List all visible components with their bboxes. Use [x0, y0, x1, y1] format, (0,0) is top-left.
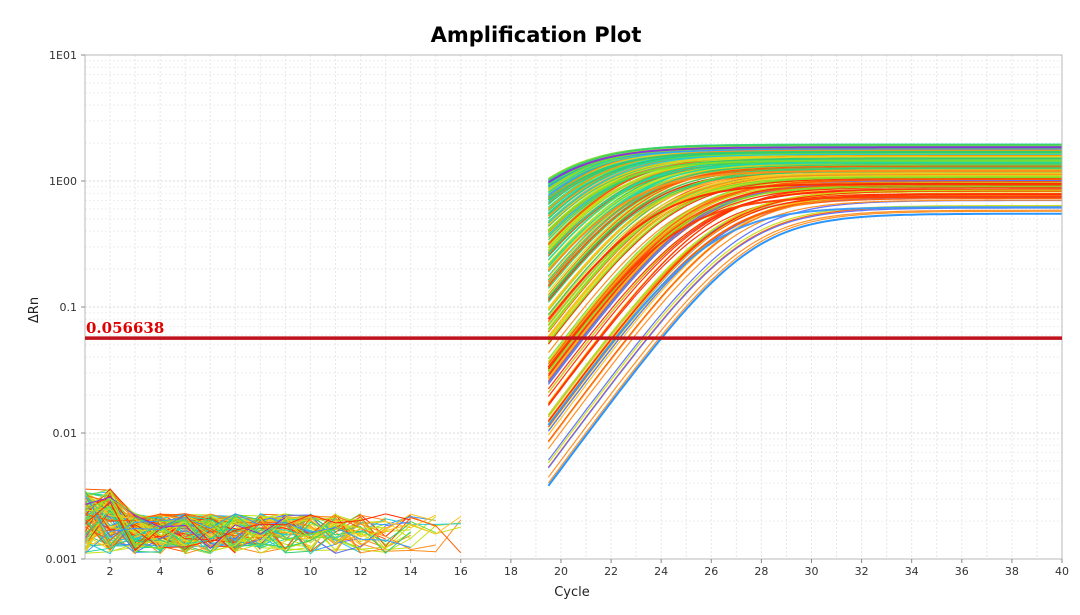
amplification-curve	[547, 165, 1062, 287]
baseline-noise	[84, 490, 286, 554]
baseline-noise	[84, 490, 261, 554]
x-tick-label: 12	[354, 565, 368, 578]
amplification-curve	[547, 159, 1062, 232]
x-tick-label: 38	[1005, 565, 1019, 578]
baseline-noise	[84, 494, 411, 548]
y-tick-label: 0.01	[53, 427, 78, 440]
x-axis-label: Cycle	[554, 585, 590, 600]
amplification-curve	[547, 146, 1062, 184]
amplification-curve	[547, 153, 1062, 224]
x-tick-label: 24	[654, 565, 668, 578]
amplification-curve	[547, 182, 1062, 320]
baseline-noise	[84, 513, 186, 554]
x-tick-label: 34	[905, 565, 919, 578]
amplification-curve	[547, 209, 1062, 478]
amplification-curve	[547, 151, 1062, 202]
x-tick-label: 4	[157, 565, 164, 578]
baseline-noise	[84, 490, 436, 553]
x-tick-label: 10	[303, 565, 317, 578]
amplification-curve	[547, 167, 1062, 298]
x-tick-label: 2	[107, 565, 114, 578]
y-tick-label: 1E00	[49, 175, 77, 188]
amplification-curve	[547, 178, 1062, 345]
chart-title: Amplification Plot	[431, 23, 642, 47]
amplification-curve	[547, 210, 1062, 484]
threshold-label: 0.056638	[86, 319, 164, 337]
baseline-noise	[84, 514, 336, 555]
amplification-curve	[547, 188, 1062, 397]
baseline-noise	[84, 505, 361, 554]
x-tick-label: 40	[1055, 565, 1069, 578]
x-tick-label: 8	[257, 565, 264, 578]
y-axis-ticks: 1E01 1E00 0.1 0.01 0.001	[46, 49, 85, 566]
x-tick-label: 32	[855, 565, 869, 578]
amplification-curve	[547, 193, 1062, 436]
x-tick-label: 28	[754, 565, 768, 578]
x-tick-label: 16	[454, 565, 468, 578]
y-tick-label: 0.001	[46, 553, 78, 566]
y-axis-label: ΔRn	[27, 297, 42, 323]
x-tick-label: 6	[207, 565, 214, 578]
amplification-curve	[547, 190, 1062, 422]
x-tick-label: 22	[604, 565, 618, 578]
amplification-curve	[547, 206, 1062, 426]
amplification-curve	[547, 155, 1062, 226]
x-tick-label: 30	[804, 565, 818, 578]
baseline-noise	[84, 497, 361, 552]
y-tick-label: 0.1	[60, 301, 78, 314]
x-tick-label: 20	[554, 565, 568, 578]
amplification-curve	[548, 144, 1062, 182]
amplification-curve	[547, 212, 1062, 487]
baseline-noise	[84, 501, 411, 552]
amplification-curve	[547, 176, 1062, 343]
amplification-curve	[547, 170, 1062, 272]
amplification-curve	[547, 164, 1062, 281]
curves	[84, 143, 1063, 555]
x-tick-label: 36	[955, 565, 969, 578]
x-tick-label: 26	[704, 565, 718, 578]
amplification-curve	[547, 204, 1062, 464]
amplification-curve	[547, 161, 1062, 273]
x-axis-ticks: 2 4 6 8 10 12 14 16 18 20 22 24 26 28 30 32 34 36 38 40	[107, 559, 1069, 578]
amplification-curve	[547, 178, 1062, 365]
baseline-noise	[84, 510, 336, 550]
x-tick-label: 18	[504, 565, 518, 578]
baseline-noise	[84, 498, 211, 523]
amplification-curve	[548, 149, 1062, 210]
y-tick-label: 1E01	[49, 49, 77, 62]
amplification-curve	[547, 195, 1062, 369]
amplification-curve	[547, 189, 1062, 418]
amplification-curve	[547, 173, 1062, 323]
x-tick-label: 14	[404, 565, 418, 578]
